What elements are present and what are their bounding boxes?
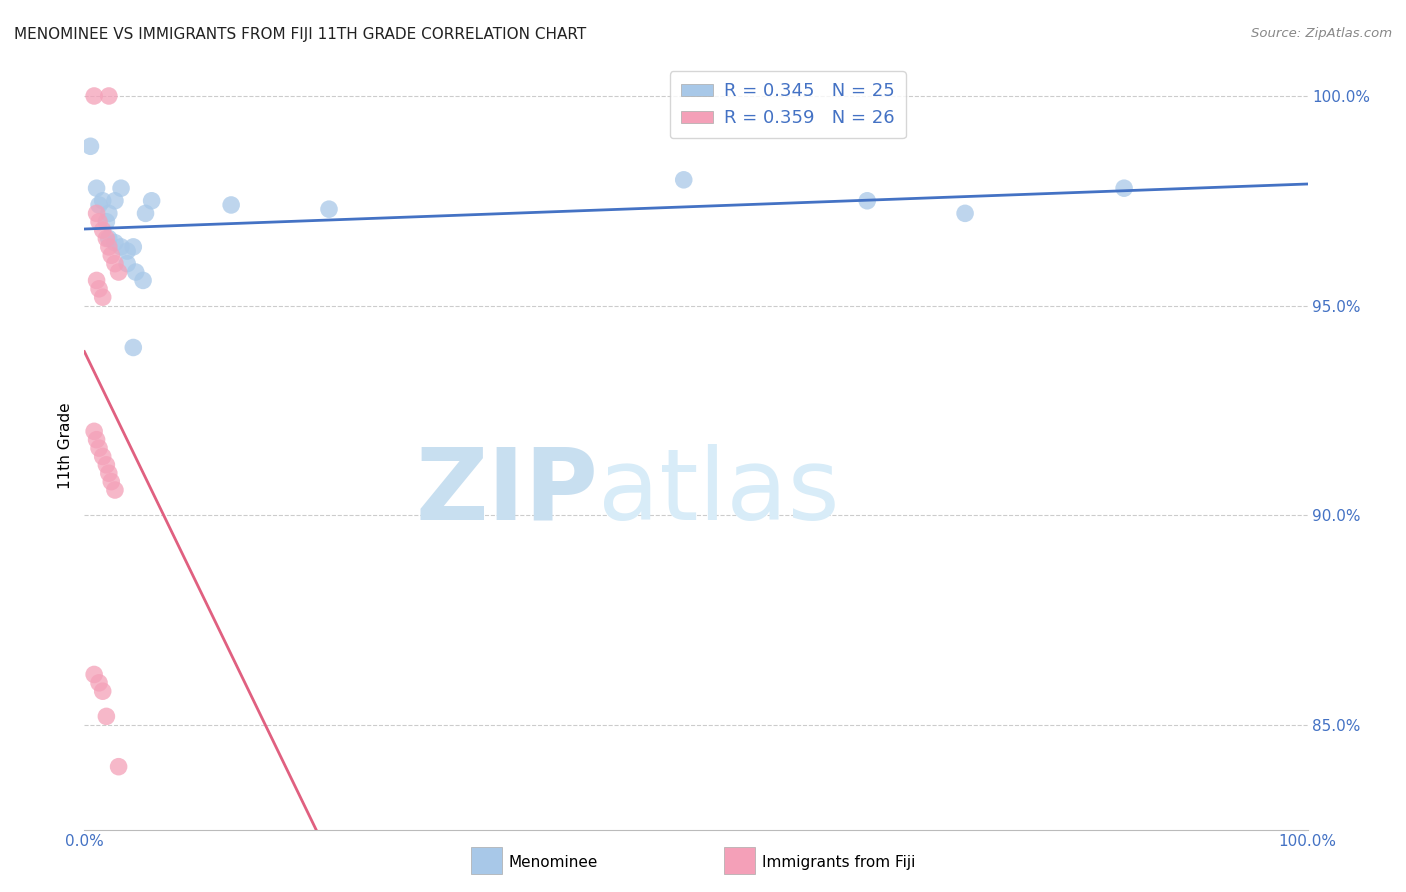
Point bbox=[100, 248, 122, 262]
Text: ZIP: ZIP bbox=[415, 443, 598, 541]
Point bbox=[104, 235, 127, 250]
Legend: R = 0.345   N = 25, R = 0.359   N = 26: R = 0.345 N = 25, R = 0.359 N = 26 bbox=[669, 71, 905, 138]
Point bbox=[125, 265, 148, 279]
Point bbox=[97, 240, 120, 254]
Text: Source: ZipAtlas.com: Source: ZipAtlas.com bbox=[1251, 27, 1392, 40]
Point bbox=[91, 290, 114, 304]
Point bbox=[104, 483, 127, 497]
Point bbox=[122, 341, 145, 355]
Point bbox=[96, 709, 118, 723]
Point bbox=[83, 667, 105, 681]
Text: MENOMINEE VS IMMIGRANTS FROM FIJI 11TH GRADE CORRELATION CHART: MENOMINEE VS IMMIGRANTS FROM FIJI 11TH G… bbox=[14, 27, 586, 42]
Point bbox=[104, 257, 127, 271]
Point bbox=[97, 467, 120, 481]
Point bbox=[96, 231, 118, 245]
Point bbox=[86, 433, 108, 447]
Point bbox=[87, 676, 110, 690]
Point bbox=[115, 244, 138, 258]
Point bbox=[86, 273, 108, 287]
Text: Immigrants from Fiji: Immigrants from Fiji bbox=[762, 855, 915, 870]
Point bbox=[97, 206, 120, 220]
Point bbox=[97, 231, 120, 245]
Point bbox=[83, 425, 105, 439]
Point bbox=[107, 265, 129, 279]
Point bbox=[96, 458, 118, 472]
Point bbox=[1114, 181, 1136, 195]
Point bbox=[86, 206, 108, 220]
Point bbox=[115, 257, 138, 271]
Point bbox=[97, 89, 120, 103]
Point bbox=[87, 282, 110, 296]
Point bbox=[83, 89, 105, 103]
Point bbox=[953, 206, 976, 220]
Point bbox=[132, 273, 155, 287]
Point bbox=[219, 198, 242, 212]
Text: atlas: atlas bbox=[598, 443, 839, 541]
Point bbox=[122, 240, 145, 254]
Point bbox=[91, 194, 114, 208]
Point bbox=[672, 173, 695, 187]
Point bbox=[91, 223, 114, 237]
Point bbox=[110, 181, 132, 195]
Point bbox=[91, 450, 114, 464]
Point bbox=[96, 215, 118, 229]
Point bbox=[107, 760, 129, 774]
Point bbox=[856, 194, 879, 208]
Text: Menominee: Menominee bbox=[509, 855, 599, 870]
Point bbox=[100, 475, 122, 489]
Point bbox=[141, 194, 163, 208]
Point bbox=[86, 181, 108, 195]
Point bbox=[110, 240, 132, 254]
Point bbox=[135, 206, 157, 220]
Point bbox=[104, 194, 127, 208]
Point bbox=[318, 202, 340, 216]
Point bbox=[87, 198, 110, 212]
Point bbox=[87, 215, 110, 229]
Y-axis label: 11th Grade: 11th Grade bbox=[58, 402, 73, 490]
Point bbox=[87, 441, 110, 455]
Point bbox=[91, 684, 114, 698]
Point bbox=[79, 139, 101, 153]
